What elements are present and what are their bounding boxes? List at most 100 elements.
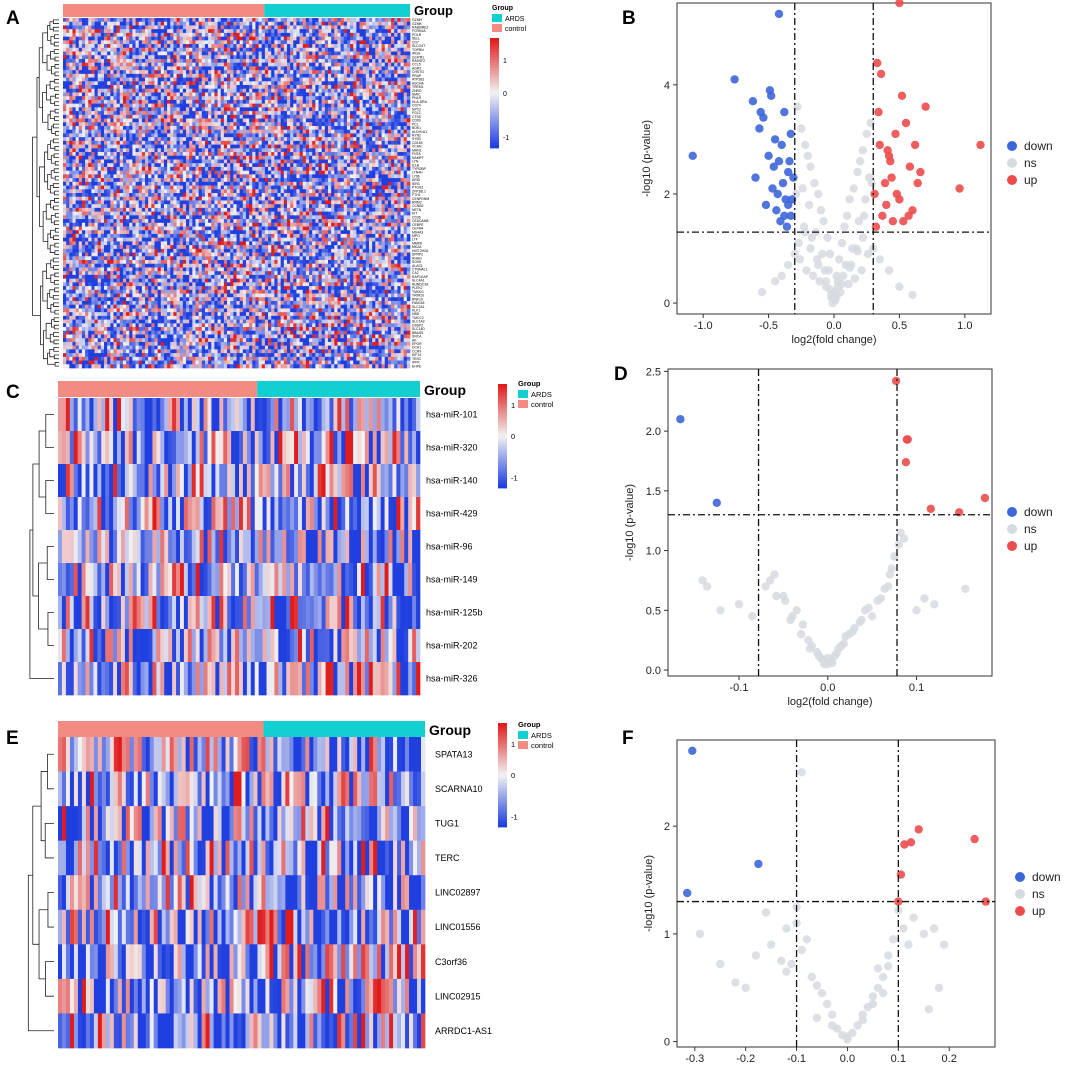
heatmap-cell (170, 122, 174, 127)
heatmap-cell (176, 174, 181, 179)
heatmap-cell (365, 85, 370, 90)
heatmap-cell (145, 159, 149, 164)
heatmap-cell (227, 85, 231, 90)
heatmap-cell (110, 125, 114, 131)
heatmap-cell (340, 58, 345, 64)
heatmap-cell (324, 181, 329, 186)
heatmap-cell (245, 155, 250, 160)
heatmap-cell (271, 174, 275, 179)
heatmap-cell (141, 148, 146, 153)
heatmap-cell (182, 77, 187, 82)
heatmap-cell (122, 58, 127, 64)
heatmap-cell (261, 99, 266, 104)
heatmap-cell (138, 178, 143, 183)
heatmap-cell (242, 144, 247, 149)
heatmap-cell (63, 21, 67, 26)
heatmap-cell (66, 40, 70, 45)
heatmap-cell (220, 25, 225, 30)
heatmap-cell (315, 88, 319, 93)
heatmap-cell (400, 140, 405, 145)
heatmap-cell (397, 58, 401, 64)
heatmap-cell (129, 125, 133, 131)
heatmap-cell (154, 133, 158, 138)
heatmap-cell (255, 148, 259, 153)
heatmap-cell (346, 103, 351, 108)
heatmap-cell (104, 25, 108, 30)
heatmap-cell (233, 40, 237, 45)
heatmap-cell (113, 44, 117, 49)
heatmap-cell (91, 77, 95, 82)
heatmap-cell (217, 55, 222, 60)
heatmap-cell (129, 21, 133, 26)
heatmap-cell (245, 152, 250, 157)
heatmap-cell (107, 122, 111, 127)
heatmap-cell (201, 103, 206, 108)
heatmap-cell (220, 47, 225, 52)
heatmap-cell (126, 122, 130, 127)
heatmap-cell (198, 55, 203, 60)
heatmap-cell (381, 62, 386, 67)
heatmap-cell (350, 170, 354, 175)
heatmap-cell (195, 163, 199, 168)
heatmap-cell (182, 40, 187, 45)
heatmap-cell (381, 163, 386, 168)
heatmap-cell (378, 18, 382, 23)
heatmap-cell (78, 44, 83, 49)
heatmap-cell (346, 51, 351, 56)
heatmap-cell (387, 140, 392, 145)
heatmap-cell (293, 137, 297, 142)
heatmap-cell (296, 103, 300, 108)
heatmap-cell (116, 29, 121, 34)
heatmap-cell (230, 88, 234, 93)
heatmap-cell (318, 103, 323, 108)
heatmap-cell (126, 111, 130, 116)
heatmap-cell (264, 32, 269, 37)
heatmap-cell (255, 40, 259, 45)
heatmap-cell (274, 159, 278, 164)
heatmap-cell (346, 40, 351, 45)
heatmap-cell (91, 88, 95, 93)
heatmap-cell (204, 170, 209, 175)
heatmap-cell (368, 66, 373, 71)
heatmap-cell (327, 29, 332, 34)
heatmap-cell (214, 21, 218, 26)
heatmap-cell (378, 70, 382, 75)
heatmap-cell (173, 118, 177, 123)
heatmap-cell (255, 144, 259, 149)
heatmap-cell (227, 174, 231, 179)
heatmap-cell (72, 133, 76, 138)
heatmap-cell (227, 58, 231, 64)
heatmap-cell (211, 122, 215, 127)
heatmap-cell (129, 178, 133, 183)
heatmap-cell (321, 152, 326, 157)
heatmap-cell (397, 152, 401, 157)
heatmap-cell (340, 148, 345, 153)
heatmap-cell (252, 111, 256, 116)
heatmap-cell (353, 166, 357, 172)
heatmap-cell (340, 133, 345, 138)
heatmap-cell (129, 70, 133, 75)
heatmap-cell (381, 55, 386, 60)
heatmap-cell (245, 140, 250, 145)
heatmap-cell (192, 88, 196, 93)
heatmap-cell (293, 36, 297, 41)
heatmap-cell (305, 137, 310, 142)
heatmap-cell (277, 21, 282, 26)
heatmap-cell (249, 58, 253, 64)
heatmap-cell (387, 25, 392, 30)
heatmap-cell (91, 29, 95, 34)
heatmap-cell (176, 18, 181, 23)
heatmap-cell (400, 111, 405, 116)
heatmap-cell (75, 96, 80, 101)
heatmap-cell (211, 125, 215, 131)
heatmap-cell (334, 62, 338, 67)
heatmap-cell (350, 174, 354, 179)
heatmap-cell (346, 77, 351, 82)
heatmap-cell (208, 32, 212, 37)
heatmap-cell (337, 73, 341, 78)
heatmap-cell (283, 85, 288, 90)
heatmap-cell (157, 73, 162, 78)
heatmap-cell (274, 133, 278, 138)
heatmap-cell (384, 85, 389, 90)
heatmap-cell (116, 107, 121, 112)
